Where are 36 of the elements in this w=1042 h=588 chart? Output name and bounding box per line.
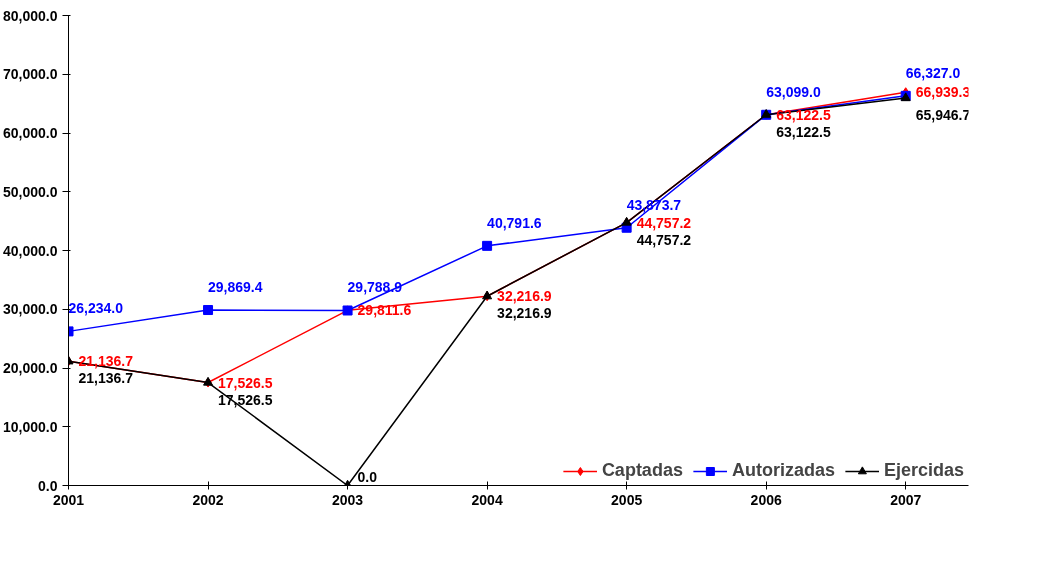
- data-label: 21,136.7: [78, 370, 134, 387]
- data-label: 26,234.0: [68, 300, 124, 317]
- y-tick-label: 80,000.0: [3, 7, 58, 24]
- data-label: 44,757.2: [636, 231, 692, 248]
- y-tick-label: 50,000.0: [3, 183, 58, 200]
- y-tick-label: 60,000.0: [3, 125, 58, 141]
- x-tick-label: 2003: [332, 491, 364, 508]
- data-label: 63,099.0: [766, 83, 821, 100]
- y-tick-label: 40,000.0: [3, 242, 58, 259]
- legend-label: Autorizadas: [731, 460, 835, 481]
- data-label: 63,122.5: [776, 123, 831, 140]
- legend-label: Captadas: [601, 460, 683, 481]
- data-label: 32,216.9: [497, 288, 552, 305]
- data-label: 66,327.0: [905, 64, 961, 81]
- legend-label: Ejercidas: [883, 460, 964, 481]
- y-tick-label: 0.0: [38, 477, 58, 494]
- x-tick-label: 2007: [890, 491, 922, 508]
- y-tick-label: 20,000.0: [3, 360, 58, 376]
- data-label: 44,757.2: [636, 214, 692, 231]
- data-label: 32,216.9: [497, 305, 552, 322]
- x-tick-label: 2005: [611, 491, 643, 508]
- data-label: 29,788.9: [347, 279, 403, 296]
- data-label: 21,136.7: [78, 353, 134, 370]
- y-tick-label: 30,000.0: [3, 301, 58, 318]
- x-tick-label: 2001: [52, 491, 85, 508]
- x-tick-label: 2004: [471, 491, 503, 508]
- data-label: 40,791.6: [487, 214, 542, 231]
- data-label: 63,122.5: [776, 106, 831, 123]
- x-tick-label: 2006: [750, 491, 782, 508]
- data-label: 17,526.5: [218, 374, 273, 391]
- y-tick-label: 10,000.0: [3, 418, 58, 435]
- y-tick-label: 70,000.0: [3, 66, 58, 83]
- data-label: 0.0: [357, 468, 378, 485]
- x-tick-label: 2002: [192, 491, 224, 508]
- data-label: 29,869.4: [208, 279, 263, 296]
- data-label: 29,811.6: [357, 302, 412, 319]
